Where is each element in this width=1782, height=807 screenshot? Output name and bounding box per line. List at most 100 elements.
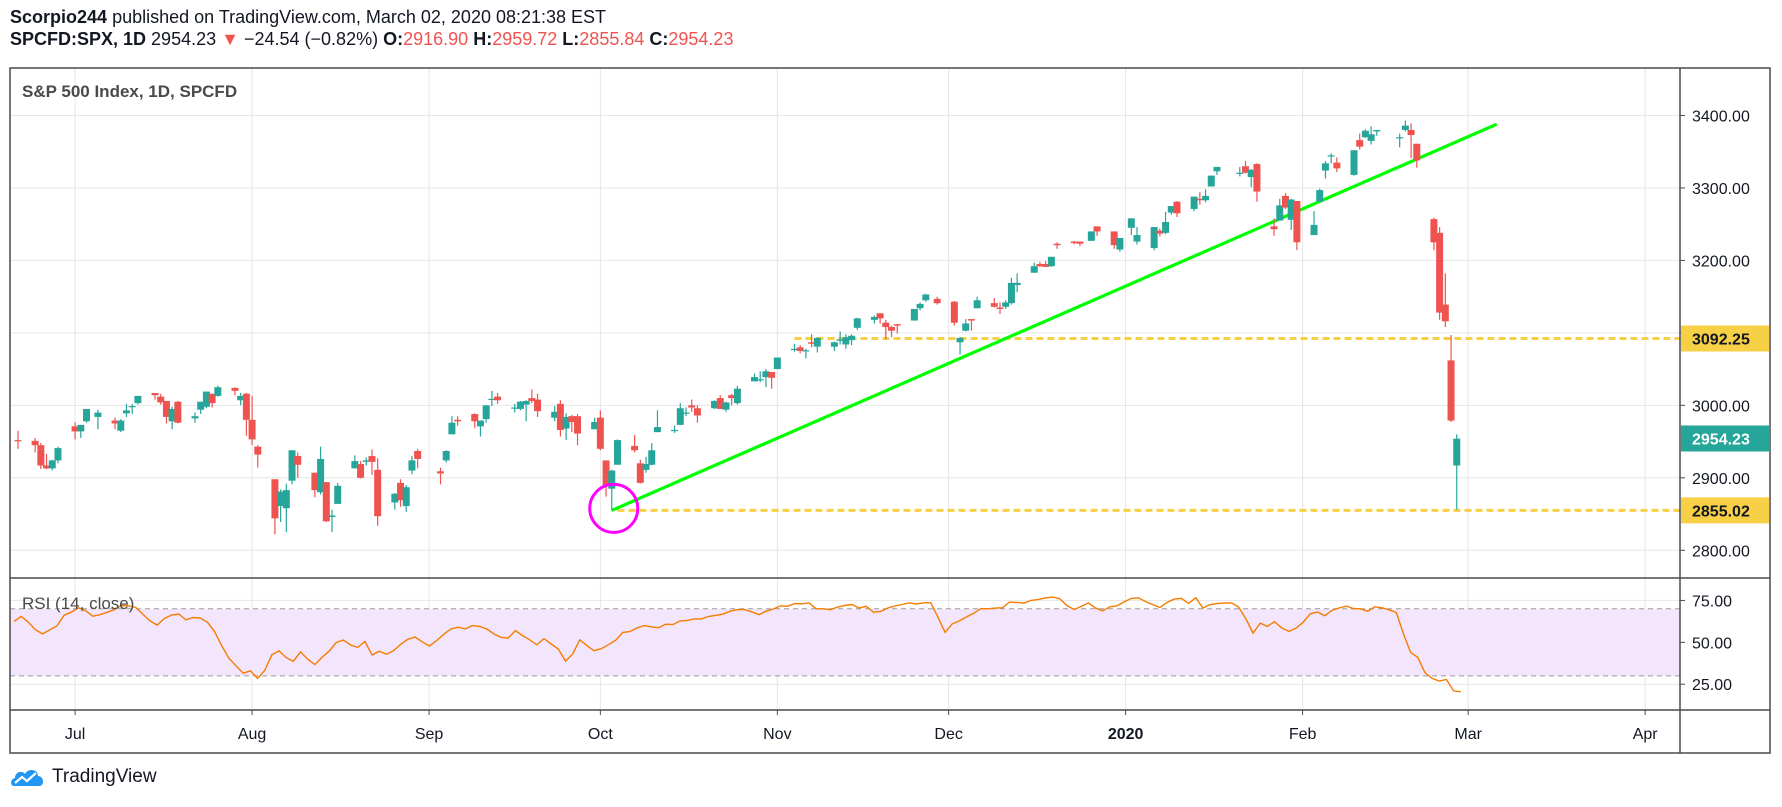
- low-label: L:: [562, 29, 580, 49]
- last-price: 2954.23: [151, 29, 217, 49]
- candle-body: [916, 303, 924, 309]
- price-tick-label: 2800.00: [1692, 543, 1750, 560]
- candle-body: [608, 470, 616, 489]
- rsi-axis[interactable]: 25.00 50.00 75.00: [1680, 593, 1732, 694]
- candle-down: [996, 302, 1004, 315]
- circle-marker[interactable]: [588, 482, 640, 534]
- candle-body: [950, 301, 958, 323]
- candle-up: [1162, 211, 1170, 235]
- candle-body: [1247, 169, 1255, 178]
- high-value: 2959.72: [492, 29, 558, 49]
- candle-body: [1036, 264, 1044, 267]
- candle-body: [1167, 206, 1175, 213]
- candle-down: [1356, 133, 1364, 150]
- candle-body: [648, 450, 656, 465]
- time-tick-label: Mar: [1454, 726, 1482, 743]
- candle-down: [174, 400, 182, 424]
- candle-body: [128, 406, 136, 408]
- candle-body: [1053, 243, 1061, 246]
- candle-down: [1076, 241, 1084, 246]
- candle-body: [1076, 241, 1084, 244]
- candle-up: [836, 331, 844, 345]
- candle-body: [1196, 198, 1204, 201]
- candle-up: [1236, 166, 1244, 177]
- candle-body: [716, 398, 724, 409]
- level-price-badge: [1681, 497, 1769, 524]
- candle-down: [1036, 261, 1044, 267]
- candle-up: [122, 403, 130, 417]
- candle-body: [1042, 264, 1050, 267]
- candle-down: [1270, 218, 1278, 236]
- candle-body: [368, 456, 376, 462]
- candle-body: [334, 485, 342, 504]
- candle-body: [996, 307, 1004, 309]
- candle-body: [762, 371, 770, 378]
- candle-up: [1401, 120, 1409, 132]
- time-tick-label: 2020: [1108, 726, 1144, 743]
- candle-down: [602, 460, 610, 497]
- candle-body: [1407, 129, 1415, 136]
- candle-down: [1070, 240, 1078, 245]
- candle-up: [762, 369, 770, 388]
- candle-body: [1447, 360, 1455, 421]
- candle-up: [956, 337, 964, 355]
- candle-body: [248, 419, 256, 440]
- candle-body: [488, 398, 496, 401]
- candle-up: [608, 469, 616, 511]
- candle-body: [1361, 130, 1369, 138]
- price-badge-label: 3092.25: [1692, 331, 1750, 348]
- candle-body: [962, 323, 970, 331]
- candle-up: [682, 407, 690, 417]
- candle-body: [151, 393, 159, 396]
- candle-down: [528, 389, 536, 404]
- down-arrow-icon: ▼: [221, 29, 239, 49]
- candle-up: [1361, 129, 1369, 138]
- candle-body: [1350, 150, 1358, 175]
- candle-body: [442, 450, 450, 461]
- candle-body: [973, 300, 981, 309]
- candle-body: [1047, 256, 1055, 267]
- candle-body: [1441, 304, 1449, 322]
- time-axis[interactable]: Jul Aug Sep Oct Nov Dec 2020 Feb Mar Apr: [65, 710, 1658, 743]
- candle-down: [1441, 273, 1449, 328]
- candle-body: [436, 471, 444, 474]
- candle-body: [693, 408, 701, 416]
- candle-body: [534, 399, 542, 412]
- candle-body: [956, 337, 964, 343]
- candle-up: [362, 457, 370, 466]
- candle-up: [1047, 256, 1055, 267]
- candle-body: [1213, 166, 1221, 172]
- high-label: H:: [473, 29, 493, 49]
- candle-body: [1430, 219, 1438, 243]
- candle-body: [14, 440, 22, 442]
- candle-body: [528, 398, 536, 401]
- candle-up: [83, 408, 91, 423]
- candle-body: [910, 308, 918, 321]
- trendline[interactable]: [611, 122, 1498, 512]
- candle-body: [1202, 195, 1210, 201]
- candle-up: [653, 410, 661, 433]
- candle-body: [682, 412, 690, 414]
- candle-body: [357, 464, 365, 478]
- candle-up: [790, 343, 798, 352]
- candle-up: [591, 417, 599, 430]
- published-text: published on TradingView.com, March 02, …: [112, 7, 607, 27]
- publisher-name[interactable]: Scorpio244: [10, 7, 108, 27]
- candle-body: [1396, 137, 1404, 139]
- candle-body: [1270, 226, 1278, 230]
- candle-up: [642, 456, 650, 473]
- candle-down: [471, 413, 479, 428]
- candle-down: [1253, 163, 1261, 202]
- candle-down: [162, 400, 170, 424]
- candle-body: [1093, 226, 1101, 232]
- candle-body: [351, 461, 359, 469]
- candle-body: [842, 337, 850, 345]
- brand-name: TradingView: [52, 766, 157, 787]
- time-tick-label: Sep: [415, 726, 444, 743]
- candle-body: [802, 350, 810, 352]
- candle-down: [950, 300, 958, 326]
- candle-down: [494, 393, 502, 404]
- footer-brand[interactable]: TradingView: [10, 766, 157, 788]
- candle-up: [1396, 133, 1404, 148]
